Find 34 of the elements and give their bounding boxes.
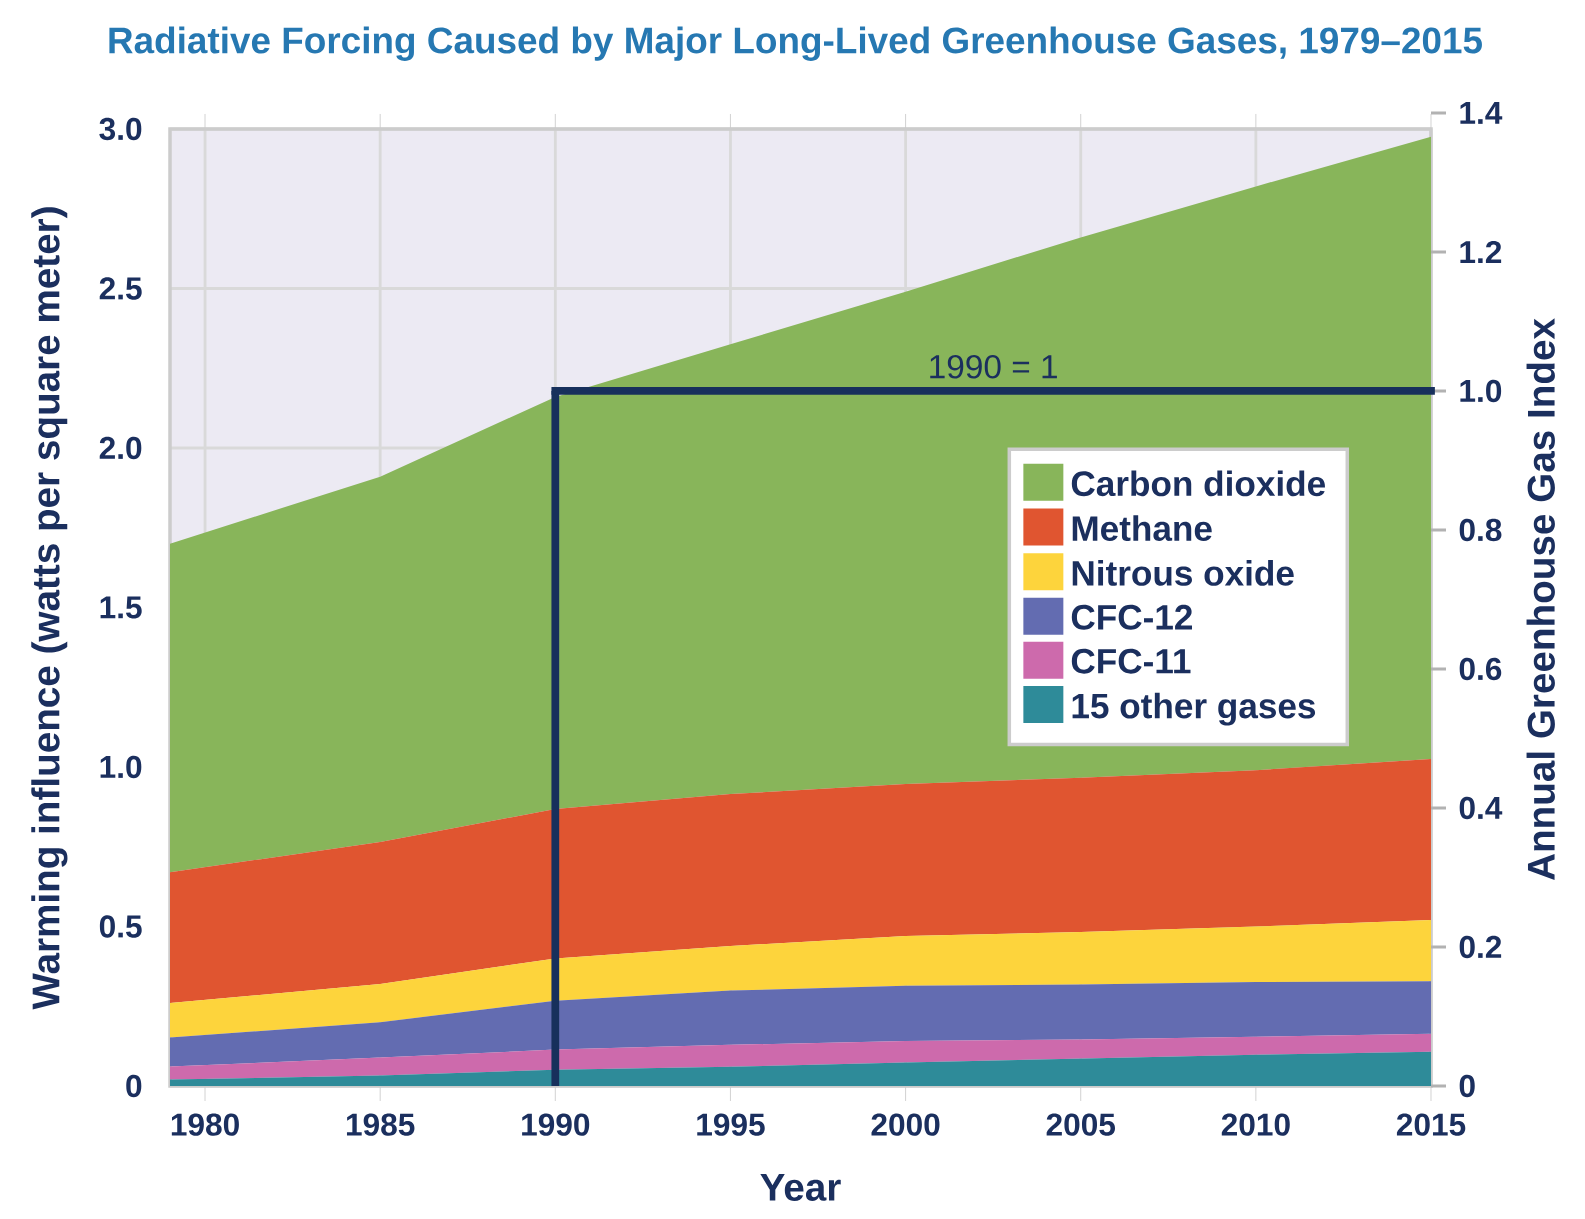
legend-label: 15 other gases [1072,692,1316,726]
x-tick-label: 2015 [1396,1113,1466,1136]
chart-title: Radiative Forcing Caused by Major Long-Lived Greenhouse Gases, 1979–2015 [109,26,1482,61]
y2-tick-label: 1.0 [1460,379,1502,403]
x-tick-label: 2000 [871,1113,940,1136]
y-tick-label: 0.5 [99,915,142,938]
y2-tick-label: 1.4 [1460,102,1503,124]
y2-tick-label: 0.6 [1459,657,1502,681]
x-tick-label: 2010 [1221,1113,1290,1136]
y-tick-label: 2.0 [99,436,142,460]
legend-label: CFC-12 [1071,604,1192,630]
y2-tick-label: 0 [1459,1074,1475,1098]
x-tick-label: 2005 [1046,1113,1116,1136]
y2-axis-title: Annual Greenhouse Gas Index [1526,318,1555,880]
x-tick-label: 1995 [697,1113,765,1136]
y2-tick-label: 0.4 [1459,796,1503,820]
legend-label: Nitrous oxide [1072,560,1294,586]
x-axis-title: Year [760,1174,841,1201]
y-tick-label: 0 [126,1074,142,1098]
y-tick-label: 1.0 [100,755,142,779]
y2-tick-label: 0.2 [1459,935,1502,959]
y2-tick-label: 0.8 [1459,518,1502,542]
legend-label: Methane [1072,515,1212,541]
y2-tick-label: 1.2 [1460,240,1502,264]
legend-label: CFC-11 [1071,648,1191,674]
ref-line-label: 1990 = 1 [930,354,1057,379]
y-tick-label: 3.0 [99,117,142,141]
x-tick-label: 1980 [171,1113,239,1136]
legend-label: Carbon dioxide [1071,470,1325,497]
x-tick-label: 1990 [522,1113,590,1136]
y-axis-title: Warming influence (watts per square meter) [31,207,68,1010]
y-tick-label: 1.5 [100,596,142,619]
y-tick-label: 2.5 [99,277,142,300]
x-tick-label: 1985 [346,1113,415,1136]
